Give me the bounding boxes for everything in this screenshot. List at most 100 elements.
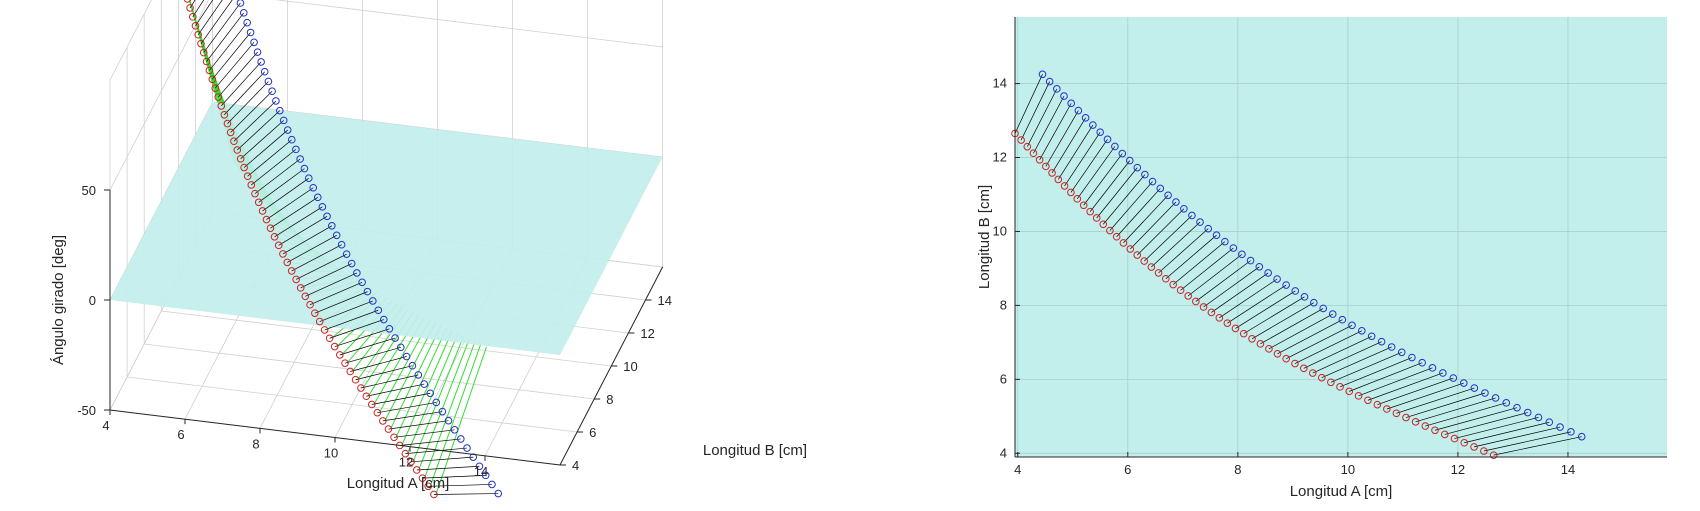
plot-2d-blue-point bbox=[1545, 418, 1554, 427]
plot-2d-red-point bbox=[1373, 400, 1382, 409]
plot-3d-axes bbox=[104, 189, 664, 466]
plot-2d-series-blue bbox=[1038, 70, 1586, 441]
plot-3d-green-stem bbox=[435, 346, 487, 495]
plot-2d-blue-point bbox=[1310, 298, 1318, 307]
plot-2d-blue-point bbox=[1141, 170, 1149, 179]
plot-3d-connector bbox=[214, 42, 255, 89]
plot-3d-connector bbox=[411, 456, 474, 463]
plot-2d-red-point bbox=[1402, 413, 1410, 422]
plot-3d-green-stem bbox=[429, 344, 482, 487]
plot-3d-blue-point bbox=[328, 222, 336, 230]
plot-2d-red-point bbox=[1099, 220, 1108, 229]
plot-3d-connector bbox=[388, 420, 449, 430]
plot-3d-connector bbox=[195, 0, 214, 26]
plot-3d-floor-grid-line bbox=[161, 310, 612, 367]
plot-3d-blue-point bbox=[323, 212, 331, 221]
plot-3d-connector bbox=[278, 216, 328, 246]
plot-2d-red-point bbox=[1450, 434, 1459, 443]
plot-2d-connector bbox=[1349, 362, 1423, 392]
plot-3d-connector bbox=[350, 356, 407, 372]
plot-2d-connector bbox=[1151, 221, 1201, 268]
plot-3d-wall-grid-line bbox=[109, 0, 663, 191]
plot-3d-red-point bbox=[262, 215, 271, 224]
plot-3d-connector bbox=[217, 51, 258, 98]
plot-3d-blue-point bbox=[332, 231, 341, 240]
plot-2d-connector bbox=[1483, 431, 1571, 452]
plot-2d-blue-point bbox=[1397, 348, 1406, 357]
plot-2d-red-point bbox=[1106, 226, 1114, 235]
plot-3d-blue-point bbox=[481, 471, 490, 480]
plot-2d-connector bbox=[1303, 335, 1372, 369]
plot-3d-connector bbox=[382, 411, 443, 422]
plot-3d-blue-point bbox=[342, 250, 351, 258]
plot-2d-background bbox=[1015, 17, 1667, 457]
plot-2d-red-point bbox=[1184, 292, 1192, 300]
plot-3d-blue-point bbox=[358, 278, 366, 287]
plot-2d-red-point bbox=[1336, 383, 1344, 391]
plot-2d-blue-point bbox=[1053, 85, 1061, 93]
plot-2d-blue-point bbox=[1459, 379, 1468, 387]
plot-3d-connectors bbox=[189, 0, 499, 495]
plot-3d-red-point bbox=[418, 474, 427, 482]
plot-3d-connector bbox=[366, 383, 425, 397]
plot-2d-connector bbox=[1109, 181, 1153, 231]
plot-2d-connector bbox=[1286, 324, 1353, 360]
plot-2d-red-point bbox=[1300, 364, 1308, 373]
plot-3d-connector bbox=[200, 0, 233, 44]
plot-2d-connector bbox=[1227, 284, 1287, 324]
plot-2d-red-point bbox=[1345, 387, 1354, 396]
plot-2d-red-point bbox=[1248, 334, 1256, 343]
plot-2d-blue-point bbox=[1491, 394, 1500, 402]
plot-2d-blue-point bbox=[1067, 99, 1075, 108]
plot-3d-blue-point bbox=[313, 193, 322, 202]
plot-3d-red-point bbox=[407, 458, 415, 466]
plot-2d-connector bbox=[1434, 407, 1518, 431]
plot-3d-red-point bbox=[362, 392, 371, 401]
plot-2d-blue-point bbox=[1125, 156, 1134, 165]
plot-3d-wall-grid-line bbox=[109, 0, 152, 81]
plot-2d-red-point bbox=[1162, 274, 1170, 283]
plot-2d-blue-point bbox=[1172, 198, 1180, 206]
plot-3d-red-point bbox=[424, 482, 433, 491]
plot-3d-red-point bbox=[183, 0, 192, 3]
plot-3d-connector bbox=[233, 100, 277, 142]
plot-2d-connector bbox=[1425, 402, 1507, 427]
plot-2d-blue-point bbox=[1367, 332, 1376, 341]
plot-2d-axes bbox=[1014, 17, 1667, 458]
plot-3d-blue-point bbox=[414, 371, 423, 379]
plot-2d-blue-point bbox=[1103, 135, 1112, 144]
plot-2d-blue-point bbox=[1060, 92, 1068, 100]
plot-2d-connector bbox=[1243, 296, 1305, 334]
plot-2d-connector bbox=[1493, 436, 1582, 456]
plot-2d-red-point bbox=[1140, 257, 1149, 265]
plot-2d-connector bbox=[1312, 341, 1382, 374]
plot-3d-floor-grid-line bbox=[127, 376, 578, 433]
plot-2d-red-point bbox=[1256, 340, 1265, 348]
plot-2d-blue-point bbox=[1118, 149, 1127, 158]
plot-3d-red-point bbox=[379, 417, 387, 425]
plot-2d-connector bbox=[1386, 382, 1464, 410]
plot-3d-xtick-label: 8 bbox=[252, 436, 259, 451]
plot-2d-connector bbox=[1330, 351, 1402, 383]
plot-2d-red-point bbox=[1086, 207, 1094, 216]
plot-3d-red-point bbox=[315, 317, 324, 326]
plot-3d-blue-point bbox=[353, 269, 361, 277]
plot-3d-connector bbox=[192, 0, 205, 18]
plot-2d-red-point bbox=[1383, 405, 1391, 413]
plot-2d-blue-point bbox=[1408, 353, 1416, 362]
plot-3d-connector bbox=[282, 225, 333, 255]
plot-2d-ylabel: Longitud B [cm] bbox=[976, 185, 993, 289]
plot-2d-connectors bbox=[1014, 74, 1582, 456]
plot-2d-blue-point bbox=[1246, 256, 1255, 265]
plot-3d-blue-point bbox=[396, 343, 405, 352]
plot-3d-green-stem bbox=[418, 338, 470, 471]
plot-3d-connector bbox=[197, 0, 223, 35]
plot-3d-connector bbox=[254, 158, 301, 194]
plot-3d-blue-point bbox=[283, 126, 292, 134]
plot-3d-connector bbox=[416, 465, 480, 471]
plot-3d-blue-point bbox=[246, 28, 255, 37]
plot-2d-xtick-label: 4 bbox=[1014, 462, 1021, 477]
plot-2d-connector bbox=[1130, 201, 1177, 250]
plot-3d-blue-point bbox=[469, 453, 478, 461]
plot-2d-connector bbox=[1195, 260, 1251, 302]
